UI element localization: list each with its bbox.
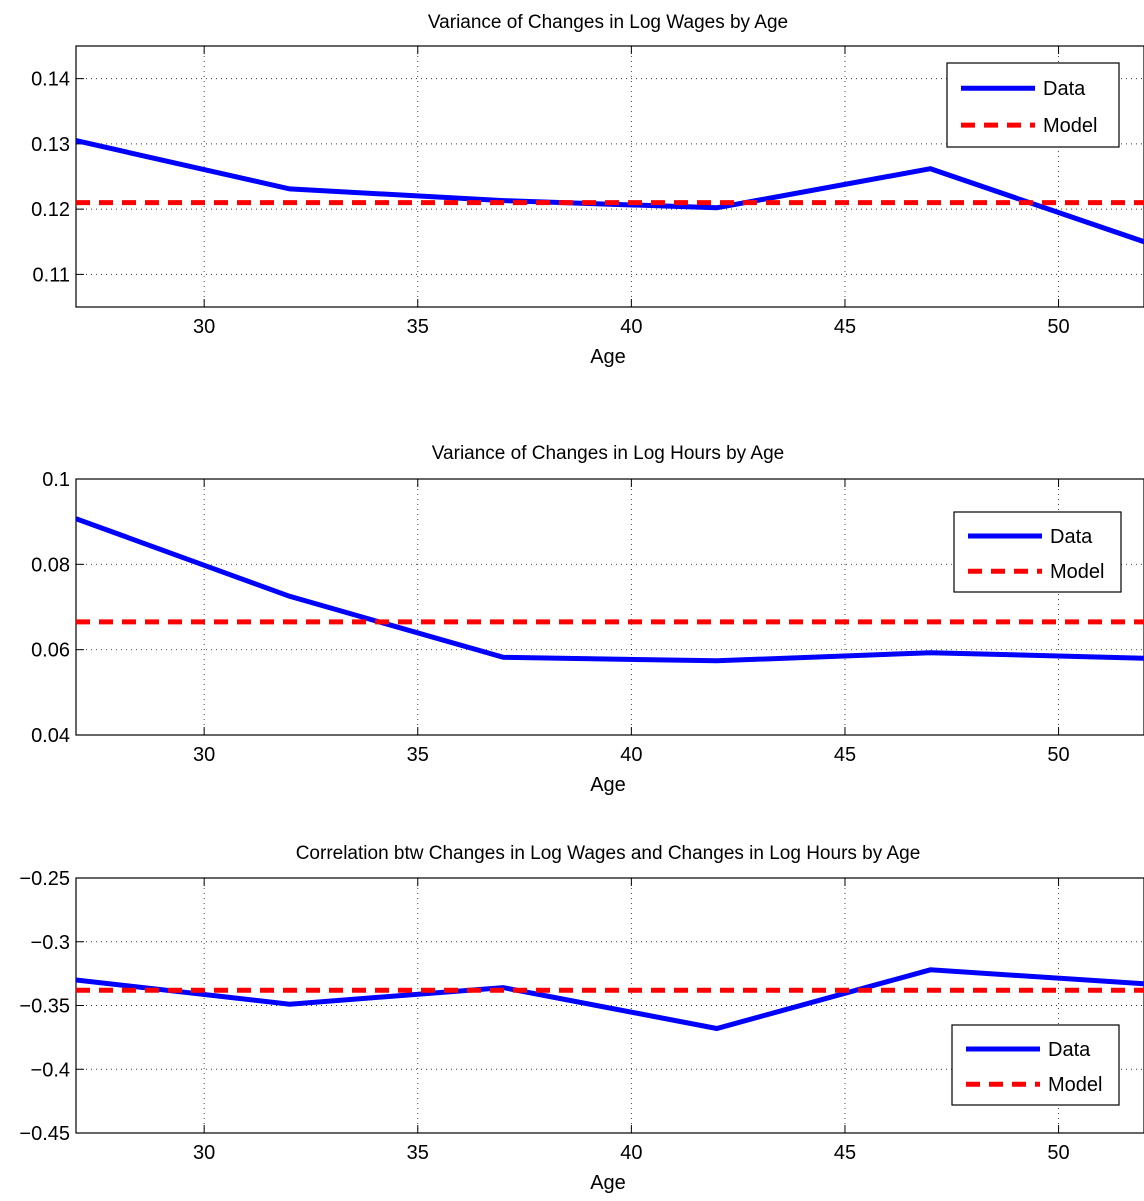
chart-2-y-tick-label-2: −0.35	[19, 996, 70, 1018]
chart-1-panel: 30 35 40 45 50 0.04 0.06 0.08 0.1 Variance of Cha…	[31, 443, 1144, 796]
chart-0-x-tick-label-3: 45	[834, 316, 856, 338]
chart-0-plot-area	[76, 138, 1144, 245]
chart-0-x-axis-label: Age	[590, 346, 626, 368]
chart-0-y-tick-label-3: 0.14	[31, 69, 70, 91]
chart-2-y-tick-label-0: −0.45	[19, 1123, 70, 1145]
chart-2-x-tick-label-1: 35	[407, 1142, 429, 1164]
chart-2-y-tick-label-3: −0.3	[31, 932, 70, 954]
chart-2-x-axis-label: Age	[590, 1172, 626, 1194]
chart-1-legend-box	[953, 511, 1122, 593]
chart-1-x-tick-label-0: 30	[193, 744, 215, 766]
chart-2-legend: Data Model	[951, 1024, 1120, 1106]
chart-1-plot-area	[76, 516, 1144, 664]
chart-2-x-tick-label-0: 30	[193, 1142, 215, 1164]
chart-1-x-tick-label-3: 45	[834, 744, 856, 766]
chart-1-x-tick-label-4: 50	[1047, 744, 1069, 766]
chart-0-legend: Data Model	[946, 62, 1120, 148]
chart-0-y-tick-label-0: 0.11	[33, 264, 70, 286]
chart-0-axes-box	[75, 45, 1144, 308]
chart-1-y-tick-label-0: 0.04	[31, 725, 70, 747]
chart-0-x-tick-label-4: 50	[1047, 316, 1069, 338]
chart-2-plot-area	[76, 967, 1144, 1032]
chart-1-series-data-line	[76, 516, 1144, 664]
chart-0-panel: 30 35 40 45 50 0.11 0.12 0.13 0.14 Variance of Ch…	[31, 12, 1144, 368]
chart-0-title: Variance of Changes in Log Wages by Age	[428, 12, 788, 33]
chart-1-legend: Data Model	[953, 511, 1122, 593]
chart-0-x-tick-label-0: 30	[193, 316, 215, 338]
chart-2-y-tick-label-4: −0.25	[19, 868, 70, 890]
chart-1-legend-label-model: Model	[1050, 561, 1104, 583]
chart-0-legend-label-model: Model	[1043, 115, 1097, 137]
chart-2-y-tick-label-1: −0.4	[31, 1059, 70, 1081]
chart-2-x-tick-label-2: 40	[620, 1142, 642, 1164]
chart-0-series-data-line	[76, 138, 1144, 245]
chart-2-series-data-line	[76, 967, 1144, 1032]
chart-2-legend-box	[951, 1024, 1120, 1106]
chart-2-title: Correlation btw Changes in Log Wages and…	[296, 843, 921, 864]
chart-0-y-tick-label-2: 0.13	[31, 134, 70, 156]
chart-1-x-tick-label-2: 40	[620, 744, 642, 766]
chart-1-legend-label-data: Data	[1050, 526, 1093, 548]
chart-0-legend-box	[946, 62, 1120, 148]
chart-1-x-tick-label-1: 35	[407, 744, 429, 766]
chart-1-title: Variance of Changes in Log Hours by Age	[432, 443, 784, 464]
chart-1-y-tick-label-2: 0.08	[31, 554, 70, 576]
chart-0-legend-label-data: Data	[1043, 78, 1086, 100]
chart-0-x-tick-label-2: 40	[620, 316, 642, 338]
chart-2-legend-label-model: Model	[1048, 1074, 1102, 1096]
chart-1-axes-box	[75, 478, 1144, 736]
chart-2-legend-label-data: Data	[1048, 1039, 1091, 1061]
chart-1-y-tick-label-3: 0.1	[42, 469, 70, 491]
chart-0-y-tick-label-1: 0.12	[31, 199, 70, 221]
chart-2-panel: 30 35 40 45 50 −0.45 −0.4 −0.35 −0.3 −0.25 Correla…	[19, 843, 1144, 1194]
chart-0-x-tick-label-1: 35	[407, 316, 429, 338]
chart-1-y-tick-label-1: 0.06	[31, 640, 70, 662]
chart-2-x-tick-label-4: 50	[1047, 1142, 1069, 1164]
chart-2-x-tick-label-3: 45	[834, 1142, 856, 1164]
chart-1-x-axis-label: Age	[590, 774, 626, 796]
